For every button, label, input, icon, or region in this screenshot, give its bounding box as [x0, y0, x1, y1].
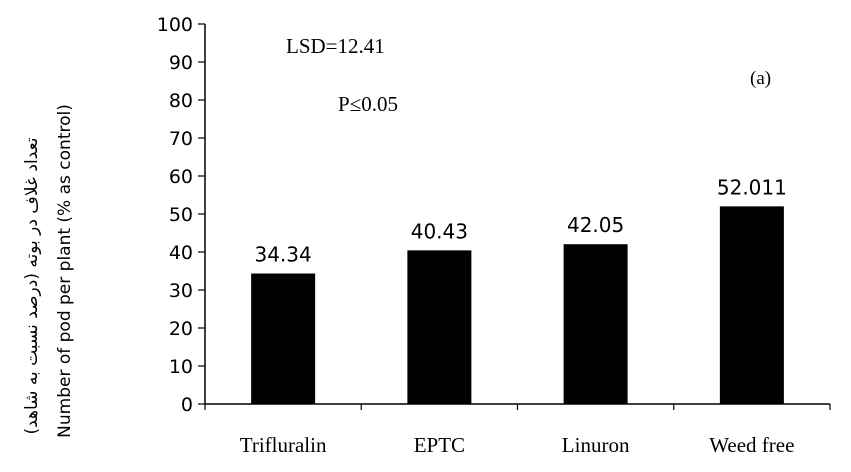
y-tick-label: 60	[169, 166, 193, 188]
bar-data-label: 40.43	[411, 219, 468, 243]
bar	[719, 206, 784, 404]
bars: 34.34 Trifluralin 40.43 EPTC 42.05 Linuron 52.…	[204, 175, 831, 457]
bar	[407, 250, 472, 404]
y-tick-label: 70	[169, 128, 193, 150]
y-tick-label: 100	[157, 14, 193, 36]
x-category-label: Linuron	[562, 433, 630, 457]
y-tick-label: 0	[181, 394, 193, 416]
y-tick-label: 10	[169, 356, 193, 378]
x-category-label: EPTC	[414, 433, 465, 457]
y-tick-label: 30	[169, 280, 193, 302]
y-tick-label: 80	[169, 90, 193, 112]
x-category-label: Trifluralin	[240, 433, 327, 457]
y-tick-label: 20	[169, 318, 193, 340]
p-value-annotation: P≤0.05	[338, 92, 398, 116]
panel-label: (a)	[750, 68, 771, 89]
bar	[563, 244, 628, 404]
y-axis-label-english: Number of pod per plant (% as control)	[55, 104, 75, 438]
y-tick-label: 40	[169, 242, 193, 264]
bar-data-label: 42.05	[567, 213, 624, 237]
lsd-annotation: LSD=12.41	[286, 34, 385, 58]
y-tick-label: 90	[169, 52, 193, 74]
y-axis-label-persian: تعداد غلاف در بوته (درصد نسبت به شاهد)	[22, 137, 42, 434]
x-category-label: Weed free	[709, 433, 794, 457]
bar-data-label: 52.011	[717, 175, 787, 199]
y-tick-label: 50	[169, 204, 193, 226]
bar-data-label: 34.34	[254, 243, 311, 267]
y-axis-ticks: 0 10 20 30 40 50 60 70 80 90 100	[157, 14, 205, 416]
bar	[251, 273, 316, 404]
